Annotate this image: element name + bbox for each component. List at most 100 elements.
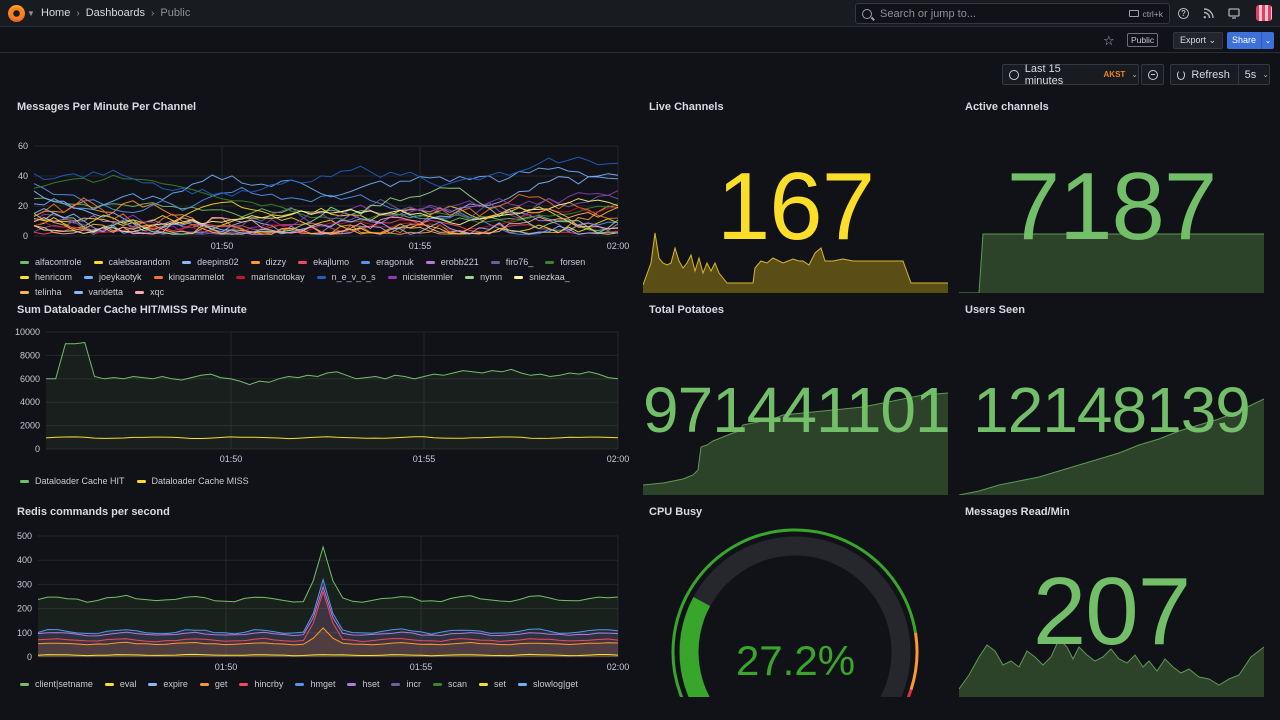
live-channels-value: 167 — [716, 153, 875, 260]
messages-per-minute-chart[interactable]: 0 20 40 60 01:50 01:55 02:00 — [0, 132, 636, 297]
legend-label: varidetta — [88, 287, 124, 297]
legend-item[interactable]: expire — [148, 678, 188, 690]
panel-messages-per-minute: Messages Per Minute Per Channel 0 20 40 60 0… — [0, 92, 636, 297]
area-fill — [46, 342, 618, 449]
legend-item[interactable]: hmget — [295, 678, 335, 690]
panel-live-channels: Live Channels 167 — [643, 92, 948, 293]
series-line — [37, 577, 619, 635]
legend-item[interactable]: sniezkaa_ — [514, 271, 570, 283]
share-button[interactable]: Share — [1227, 32, 1261, 49]
legend-item[interactable]: joeykaotyk — [84, 271, 142, 283]
chevron-down-icon: ⌄ — [1208, 35, 1217, 45]
legend-label: henricom — [35, 272, 73, 282]
legend-item[interactable]: varidetta — [73, 286, 124, 298]
legend-label: hmget — [310, 679, 336, 689]
x-tick-label: 01:55 — [410, 662, 433, 672]
legend-item[interactable]: ekajlumo — [298, 256, 349, 268]
legend-label: hset — [362, 679, 380, 689]
search-bar[interactable]: Search or jump to... ctrl+k — [855, 3, 1170, 24]
zoom-out-button[interactable] — [1141, 64, 1164, 85]
legend-item[interactable]: scan — [432, 678, 467, 690]
legend-item[interactable]: erobb221 — [425, 256, 479, 268]
series-line — [37, 590, 619, 643]
legend-swatch — [104, 682, 114, 686]
breadcrumb-current: Public — [160, 7, 191, 19]
dataloader-chart[interactable]: 0 2000 4000 6000 8000 10000 01:50 01:55 02:00 — [0, 325, 636, 490]
legend-item[interactable]: calebsarandom — [93, 256, 171, 268]
x-tick-label: 01:55 — [409, 241, 432, 251]
divider — [1237, 64, 1239, 85]
legend-item[interactable]: Dataloader Cache MISS — [136, 475, 249, 487]
legend-label: scan — [447, 679, 467, 689]
legend-item[interactable]: eval — [104, 678, 136, 690]
legend-swatch — [250, 260, 260, 264]
legend-item[interactable]: henricom — [20, 271, 72, 283]
legend-item[interactable]: incr — [391, 678, 421, 690]
legend-swatch — [425, 260, 435, 264]
y-tick-label: 4000 — [20, 397, 40, 407]
share-dropdown-button[interactable]: ⌄ — [1261, 32, 1274, 49]
star-icon[interactable]: ☆ — [1103, 33, 1115, 48]
legend-item[interactable]: n_e_v_o_s — [316, 271, 376, 283]
time-range-picker[interactable]: Last 15 minutes AKST ⌄ — [1002, 63, 1139, 87]
breadcrumb-home[interactable]: Home — [41, 7, 71, 19]
legend-item[interactable]: alfacontrole — [20, 256, 82, 268]
legend-item[interactable]: Dataloader Cache HIT — [20, 475, 125, 487]
chevron-down-icon[interactable]: ▼ — [27, 9, 35, 18]
legend-label: marisnotokay — [251, 272, 305, 282]
top-navbar: ▼ Home › Dashboards › Public Search or j… — [0, 0, 1280, 27]
legend-item[interactable]: forsen — [545, 256, 585, 268]
legend-swatch — [153, 275, 163, 279]
legend-item[interactable]: telinha — [20, 286, 62, 298]
panel-users-seen: Users Seen 12148139 — [959, 295, 1264, 495]
refresh-picker[interactable]: Refresh 5s ⌄ — [1170, 64, 1270, 85]
legend-label: calebsarandom — [108, 257, 171, 267]
legend-item[interactable]: nymn — [465, 271, 502, 283]
refresh-label[interactable]: Refresh — [1191, 68, 1230, 81]
legend-swatch — [347, 682, 357, 686]
x-tick-label: 01:50 — [220, 454, 243, 464]
grafana-logo-icon[interactable] — [8, 5, 25, 22]
panel-redis-commands: Redis commands per second 0 100 200 300 400 5… — [0, 497, 636, 697]
help-icon[interactable]: ? — [1178, 7, 1189, 19]
legend-item[interactable]: set — [479, 678, 506, 690]
legend-swatch — [199, 682, 209, 686]
redis-chart[interactable]: 0 100 200 300 400 500 01:50 01:55 02:00 — [0, 527, 636, 702]
refresh-interval[interactable]: 5s — [1244, 68, 1257, 81]
messages-read-sparkline — [959, 638, 1264, 697]
legend-item[interactable]: firo76_ — [490, 256, 534, 268]
legend-item[interactable]: slowlog|get — [518, 678, 578, 690]
user-avatar[interactable] — [1256, 5, 1272, 21]
rss-news-icon[interactable] — [1201, 6, 1215, 20]
legend-label: incr — [406, 679, 421, 689]
legend-swatch — [20, 682, 29, 686]
legend-label: n_e_v_o_s — [331, 272, 376, 282]
legend-item[interactable]: xqc — [135, 286, 164, 298]
legend-item[interactable]: hset — [347, 678, 379, 690]
legend-item[interactable]: hincrby — [239, 678, 283, 690]
legend-item[interactable]: get — [199, 678, 227, 690]
legend-item[interactable]: eragonuk — [361, 256, 414, 268]
legend-label: eragonuk — [376, 257, 414, 267]
export-button[interactable]: Export ⌄ — [1173, 32, 1224, 49]
breadcrumb-dashboards[interactable]: Dashboards — [85, 7, 146, 19]
y-tick-label: 40 — [18, 171, 28, 181]
monitor-icon[interactable] — [1227, 6, 1241, 20]
legend-label: firo76_ — [505, 257, 534, 267]
panel-messages-read: Messages Read/Min 207 — [959, 497, 1264, 697]
legend-item[interactable]: deepins02 — [182, 256, 239, 268]
legend-swatch — [295, 682, 305, 686]
timezone-badge: AKST — [1103, 70, 1126, 79]
cpu-busy-value: 27.2% — [735, 637, 856, 684]
gauge-value-arc — [679, 596, 711, 697]
legend-item[interactable]: dizzy — [250, 256, 286, 268]
panel-title: Live Channels — [649, 101, 724, 113]
legend-item[interactable]: nicistemmler — [387, 271, 453, 283]
legend-item[interactable]: marisnotokay — [236, 271, 305, 283]
users-seen-value: 12148139 — [973, 374, 1251, 446]
y-tick-label: 20 — [18, 201, 28, 211]
legend-item[interactable]: kingsammelot — [153, 271, 224, 283]
legend-label: xqc — [150, 287, 165, 297]
legend-item[interactable]: client|setname — [20, 678, 93, 690]
y-tick-label: 500 — [17, 531, 32, 541]
